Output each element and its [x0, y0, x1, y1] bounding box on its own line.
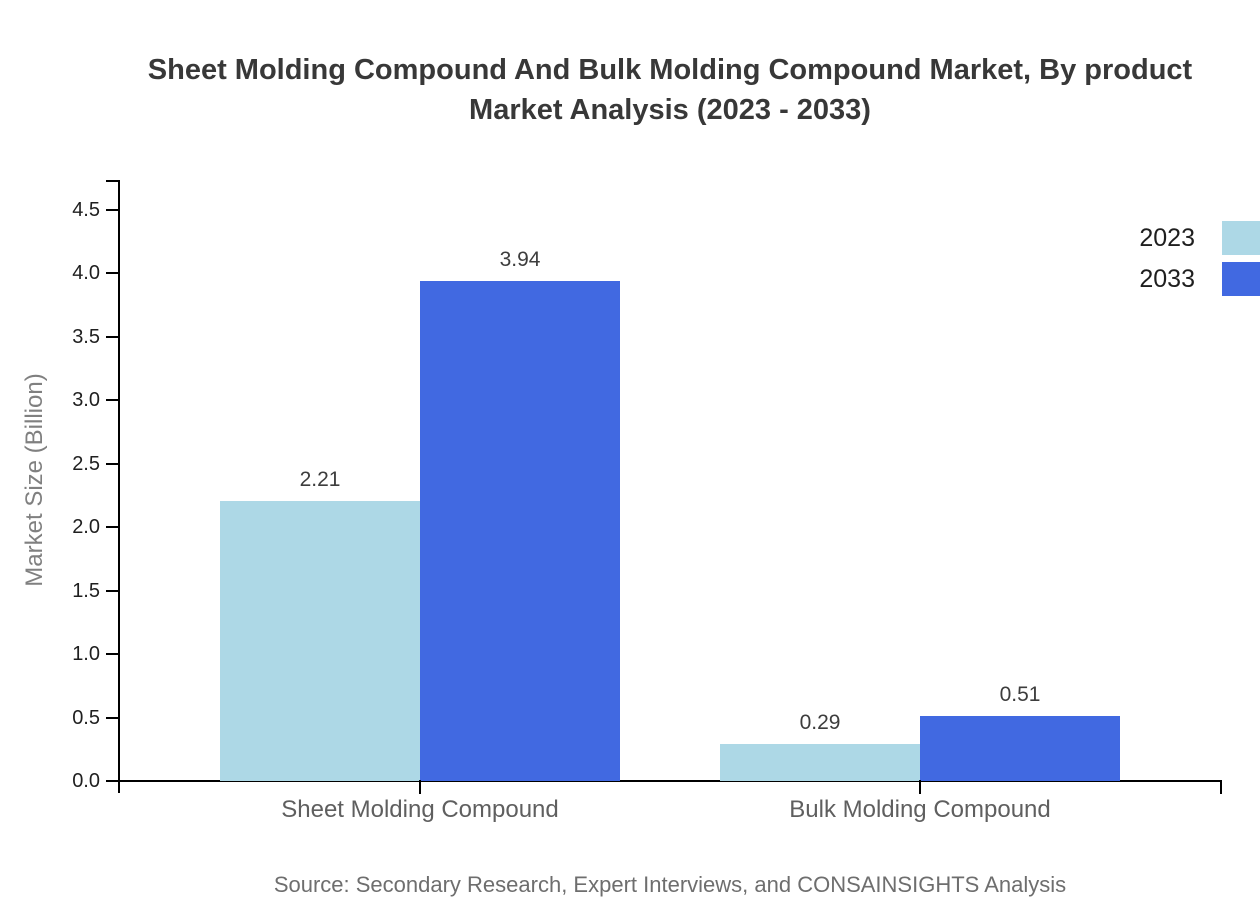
bar-2023-1 [720, 744, 920, 781]
y-tick-label: 2.5 [72, 452, 100, 475]
y-tick-mark [106, 399, 118, 402]
bar-value-label: 3.94 [499, 248, 541, 271]
source-note: Source: Secondary Research, Expert Inter… [273, 872, 1067, 897]
y-tick-label: 4.5 [72, 199, 100, 221]
legend-label: 2023 [1139, 223, 1195, 252]
y-tick-label: 2.0 [72, 516, 100, 539]
legend-label: 2033 [1139, 264, 1195, 293]
y-axis-title: Market Size (Billion) [21, 373, 48, 587]
y-tick-mark [106, 526, 118, 529]
y-tick-mark [106, 462, 118, 465]
x-tick-mark [419, 780, 421, 794]
bar-2033-1 [920, 716, 1120, 781]
y-tick-label: 1.5 [72, 579, 100, 602]
y-tick-mark [106, 335, 118, 338]
y-tick-mark [106, 780, 118, 782]
legend-swatch-2023 [1222, 221, 1260, 255]
y-tick-label: 0.5 [72, 706, 100, 729]
y-tick-label: 3.5 [72, 325, 100, 348]
chart-title-line1: Sheet Molding Compound And Bulk Molding … [147, 54, 1193, 86]
bar-value-label: 0.29 [799, 711, 841, 734]
legend: 2023 2033 [1139, 221, 1260, 296]
chart-title: Sheet Molding Compound And Bulk Molding … [118, 50, 1222, 130]
chart-title-line2: Market Analysis (2023 - 2033) [469, 94, 871, 126]
y-tick-mark [106, 589, 118, 592]
y-tick-label: 1.0 [72, 643, 100, 666]
y-tick-mark [106, 272, 118, 275]
y-tick-mark [106, 209, 118, 211]
legend-item-2023: 2023 [1139, 221, 1260, 255]
x-tick-mark [919, 780, 921, 794]
x-category-label: Sheet Molding Compound [281, 796, 559, 823]
y-tick-mark [106, 653, 118, 656]
x-axis-right-cap [1220, 780, 1222, 794]
bar-value-label: 2.21 [299, 468, 341, 491]
y-axis-line [118, 180, 120, 793]
y-tick-mark [106, 716, 118, 719]
y-tick-label: 3.0 [72, 389, 100, 412]
y-tick-label: 0.0 [72, 770, 100, 792]
y-axis-top-cap [106, 180, 120, 182]
y-tick-label: 4.0 [72, 262, 100, 285]
plot-area: 0.0 0.5 1.0 1.5 2.0 2.5 3.0 3.5 4.0 4.5 2.21 0.29 3.… [72, 180, 1222, 823]
x-axis-line [106, 780, 1222, 782]
legend-swatch-2033 [1222, 262, 1260, 296]
legend-item-2033: 2033 [1139, 262, 1260, 296]
bar-2033-0 [420, 281, 620, 781]
bar-value-label: 0.51 [999, 683, 1041, 706]
bar-2023-0 [220, 501, 420, 781]
x-category-label: Bulk Molding Compound [789, 796, 1051, 823]
